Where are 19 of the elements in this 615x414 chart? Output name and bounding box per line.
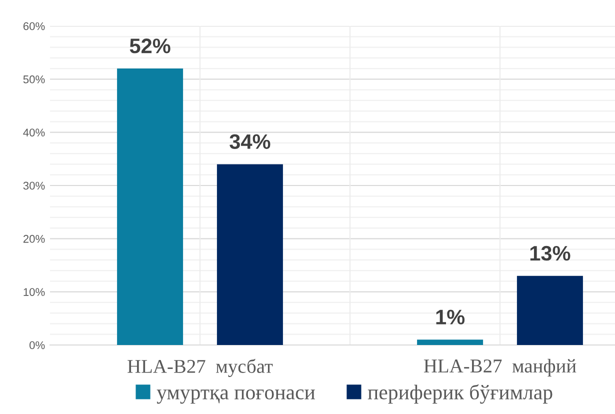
y-tick-label: 40% [23,128,45,136]
x-tick-label: HLA-B27 манфий [424,358,576,377]
y-tick-label: 20% [23,234,45,243]
bar [216,164,283,345]
y-tick-label: 0% [30,341,45,350]
data-label: 52% [130,38,170,54]
data-label: 13% [530,246,570,261]
data-label: 34% [230,134,270,150]
data-label: 1% [436,310,465,324]
bar [117,68,184,345]
y-tick-label: 30% [23,182,45,190]
y-tick-label: 50% [23,75,45,84]
x-tick-label: HLA-B27 мусбат [128,358,273,378]
bar [417,340,484,345]
legend-label: умуртқа поғонаси [156,389,315,404]
y-tick-label: 60% [23,22,45,30]
y-tick-label: 10% [24,288,45,296]
legend-label: периферик бўғимлар [368,384,552,404]
bar [516,276,583,345]
